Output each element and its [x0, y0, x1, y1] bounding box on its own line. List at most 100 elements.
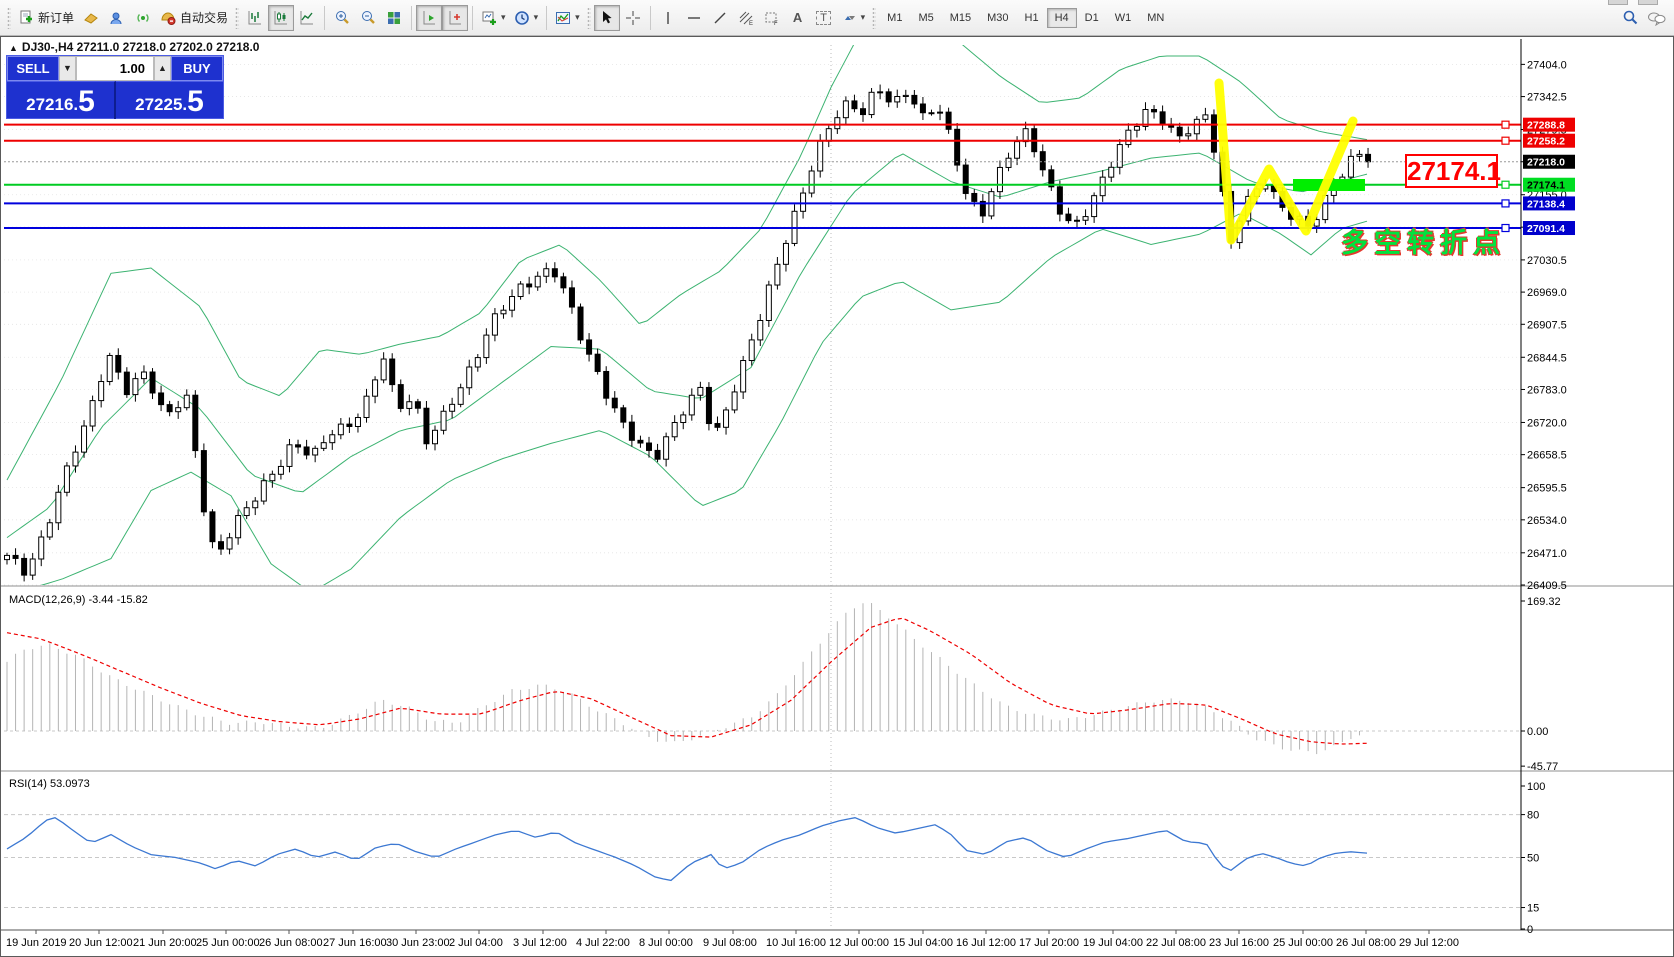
tile-windows-button[interactable] [381, 5, 407, 31]
channels-tool[interactable]: F [759, 5, 785, 31]
bar-chart-button[interactable] [242, 5, 268, 31]
timeframe-w1[interactable]: W1 [1114, 11, 1132, 24]
signals-button[interactable] [130, 5, 156, 31]
horizontal-line-icon [686, 10, 702, 26]
sell-button[interactable]: SELL [7, 56, 59, 81]
new-chart-button[interactable]: ▾ [477, 5, 510, 31]
price-axis[interactable]: 27404.027342.527279.527218.027155.027093… [1520, 39, 1575, 936]
period-menu-button[interactable]: ▾ [510, 5, 543, 31]
svg-text:26595.5: 26595.5 [1527, 483, 1567, 495]
svg-text:0.00: 0.00 [1527, 726, 1548, 738]
chart-canvas[interactable]: MACD(12,26,9) -3.44 -15.82 RSI(14) 53.097… [1, 37, 1673, 956]
svg-text:MACD(12,26,9) -3.44 -15.82: MACD(12,26,9) -3.44 -15.82 [9, 594, 148, 606]
chart-shift-button[interactable] [416, 4, 443, 31]
chart-window[interactable]: MACD(12,26,9) -3.44 -15.82 RSI(14) 53.097… [0, 36, 1674, 957]
line-chart-button[interactable] [294, 5, 320, 31]
svg-text:26969.0: 26969.0 [1527, 287, 1567, 299]
new-order-button[interactable]: 新订单 [14, 5, 78, 31]
new-order-icon [18, 10, 34, 26]
zoom-out-button[interactable] [355, 5, 381, 31]
svg-text:26534.0: 26534.0 [1527, 515, 1567, 527]
volume-decrease-button[interactable]: ▼ [59, 56, 76, 81]
timeframe-mn[interactable]: MN [1147, 11, 1165, 24]
timeframe-m5[interactable]: M5 [918, 11, 934, 24]
svg-text:4 Jul 22:00: 4 Jul 22:00 [576, 937, 630, 949]
svg-text:10 Jul 16:00: 10 Jul 16:00 [766, 937, 826, 949]
candlestick-chart-button[interactable] [268, 4, 295, 31]
toolbar-separator [649, 5, 651, 30]
zoom-in-button[interactable] [329, 5, 355, 31]
trendline-tool[interactable] [707, 5, 733, 31]
fibonacci-tool[interactable]: E [733, 5, 759, 31]
toolbar-separator [472, 5, 474, 30]
bollinger-bands [6, 45, 1368, 585]
horizontal-line-tool[interactable] [681, 5, 707, 31]
dropdown-caret-icon: ▾ [575, 12, 580, 22]
vertical-line-tool[interactable] [655, 5, 681, 31]
timeframe-m30[interactable]: M30 [987, 11, 1009, 24]
price-callout-box[interactable]: 27174.1 [1405, 154, 1501, 188]
toolbar: 新订单 自动交易 [0, 0, 1674, 36]
toolbar-grip[interactable] [872, 6, 877, 29]
rsi-gridlines [4, 814, 1521, 909]
clock-icon [514, 10, 530, 26]
toolbar-grip[interactable] [7, 6, 11, 29]
timeframe-h1[interactable]: H1 [1024, 11, 1039, 24]
text-label-icon: T [816, 10, 831, 25]
svg-text:12 Jul 00:00: 12 Jul 00:00 [829, 937, 889, 949]
svg-text:27030.5: 27030.5 [1527, 255, 1567, 267]
autotrade-button[interactable]: 自动交易 [156, 5, 232, 31]
indicators-icon [555, 10, 571, 26]
auto-scroll-icon [447, 10, 463, 26]
chat-button[interactable] [1643, 5, 1670, 31]
arrows-tool[interactable]: ▾ [837, 5, 870, 31]
svg-text:27138.4: 27138.4 [1527, 198, 1565, 210]
svg-text:169.32: 169.32 [1527, 596, 1561, 608]
community-button[interactable] [104, 5, 130, 31]
svg-text:26907.5: 26907.5 [1527, 319, 1567, 331]
svg-text:F: F [774, 21, 778, 26]
chinese-annotation[interactable]: 多空转折点 [1341, 228, 1506, 258]
cursor-button[interactable] [593, 4, 620, 31]
zoom-in-icon [334, 10, 350, 26]
toolbar-grip[interactable] [235, 6, 240, 29]
sell-price-button[interactable]: 27216. 5 [7, 81, 116, 119]
horizontal-levels [4, 120, 1521, 233]
buy-button[interactable]: BUY [171, 56, 223, 81]
volume-input[interactable]: 1.00 [76, 56, 154, 81]
line-chart-icon [299, 10, 315, 26]
timeframe-m15[interactable]: M15 [949, 11, 972, 24]
svg-text:26783.0: 26783.0 [1527, 384, 1567, 396]
auto-scroll-button[interactable] [442, 4, 469, 31]
text-tool[interactable]: A [785, 5, 811, 31]
svg-text:23 Jul 16:00: 23 Jul 16:00 [1209, 937, 1269, 949]
crosshair-button[interactable] [620, 5, 646, 31]
autotrade-icon [160, 10, 176, 26]
panel-separators [1, 585, 1673, 931]
text-label-tool[interactable]: T [811, 5, 837, 31]
svg-text:26844.5: 26844.5 [1527, 352, 1567, 364]
window-button-stub[interactable] [1638, 0, 1658, 5]
buy-price-button[interactable]: 27225. 5 [116, 81, 223, 119]
svg-text:21 Jun 20:00: 21 Jun 20:00 [133, 937, 197, 949]
time-axis[interactable]: 19 Jun 2019 20 Jun 12:00 21 Jun 20:00 25 Ju… [6, 930, 1459, 949]
indicators-button[interactable]: ▾ [551, 5, 584, 31]
timeframe-m1[interactable]: M1 [887, 11, 903, 24]
signal-waves-icon [135, 10, 151, 26]
new-order-label: 新订单 [38, 11, 75, 25]
history-center-button[interactable] [78, 5, 104, 31]
window-button-stub[interactable] [1608, 0, 1628, 5]
trendline-icon [712, 10, 728, 26]
timeframe-h4[interactable]: H4 [1046, 7, 1077, 28]
volume-increase-button[interactable]: ▲ [154, 56, 171, 81]
collapse-arrow-icon[interactable]: ▲ [9, 43, 18, 53]
svg-text:27342.5: 27342.5 [1527, 92, 1567, 104]
zigzag-annotation [1214, 78, 1358, 245]
rsi-line [6, 816, 1368, 882]
search-icon [1622, 9, 1639, 26]
timeframe-d1[interactable]: D1 [1084, 11, 1099, 24]
search-button[interactable] [1617, 5, 1643, 31]
svg-text:0: 0 [1527, 924, 1533, 936]
toolbar-grip[interactable] [586, 6, 591, 29]
one-click-trade-panel: SELL ▼ 1.00 ▲ BUY 27216. 5 27225. 5 [6, 55, 224, 119]
